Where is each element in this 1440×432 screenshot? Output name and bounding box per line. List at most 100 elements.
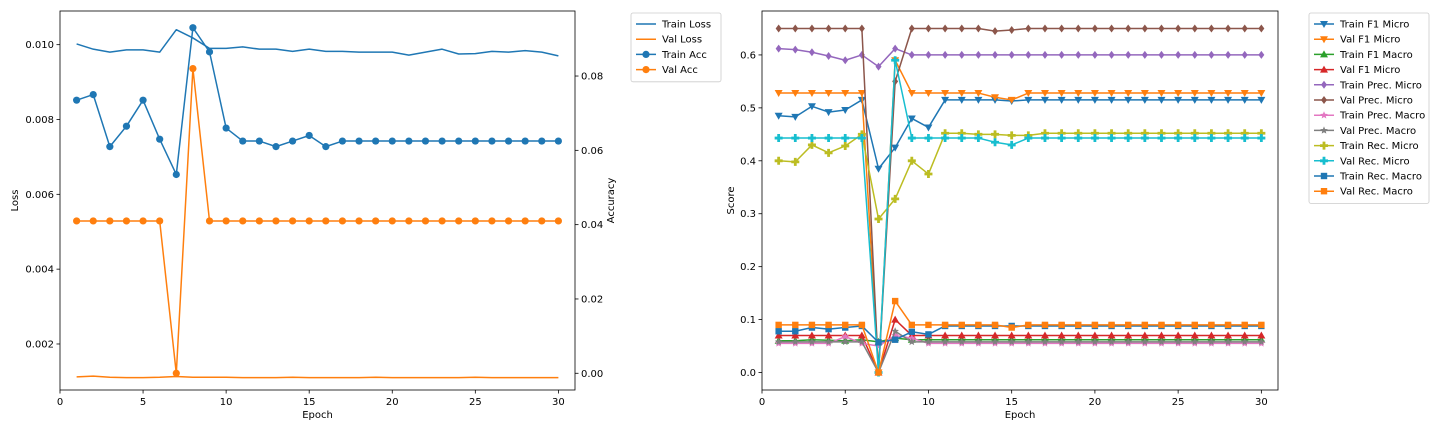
data-point: [1257, 337, 1266, 346]
data-point: [908, 328, 916, 335]
y2-tick-label: 0.06: [581, 146, 603, 157]
legend-label: Val Acc: [662, 65, 698, 76]
data-point: [824, 90, 833, 98]
data-point: [1240, 337, 1249, 346]
legend: Train F1 Micro Val F1 Micro Train F1 Macro…: [1308, 12, 1430, 204]
data-point: [1257, 331, 1266, 339]
data-point: [807, 140, 816, 149]
data-point: [255, 137, 263, 145]
data-point: [908, 334, 916, 342]
data-point: [554, 217, 562, 225]
data-point: [1241, 24, 1248, 33]
data-point: [807, 90, 816, 98]
data-point: [421, 217, 430, 225]
data-point: [974, 331, 983, 339]
data-point: [941, 337, 949, 346]
data-point: [791, 331, 800, 339]
data-point: [1224, 90, 1233, 98]
y-tick-label: 0.2: [740, 262, 756, 273]
data-point: [1208, 24, 1215, 33]
data-point: [907, 90, 916, 98]
x-tick-label: 15: [303, 397, 316, 408]
data-point: [521, 217, 529, 225]
y2-axis-label: Accuracy: [606, 178, 617, 224]
data-point: [538, 137, 546, 145]
data-point: [924, 337, 933, 346]
legend-entry: Val Rec. Macro: [1314, 187, 1413, 198]
data-point: [305, 217, 313, 225]
data-point: [1140, 129, 1149, 138]
data-point: [1257, 90, 1266, 98]
data-point: [1207, 129, 1216, 138]
data-point: [1040, 129, 1049, 138]
data-point: [122, 217, 131, 225]
data-point: [255, 217, 263, 225]
legend-label: Val Prec. Macro: [1340, 126, 1416, 137]
data-point: [388, 217, 396, 225]
data-point: [1190, 337, 1199, 346]
data-point: [974, 90, 983, 98]
data-point: [488, 137, 496, 145]
data-point: [974, 337, 983, 346]
data-point: [1208, 50, 1215, 59]
data-point: [1240, 331, 1249, 339]
data-point: [1074, 331, 1083, 339]
data-point: [925, 24, 932, 33]
data-point: [824, 109, 833, 117]
data-point: [941, 134, 950, 143]
legend-marker: [1320, 111, 1328, 119]
legend-marker: [1320, 188, 1328, 195]
data-point: [1057, 90, 1066, 98]
legend-marker: [1320, 21, 1328, 28]
data-point: [991, 138, 1000, 147]
data-point: [891, 297, 899, 305]
series-val-loss: [76, 375, 559, 379]
legend-entry: Val Rec. Micro: [1314, 156, 1410, 167]
data-point: [1174, 134, 1183, 143]
data-point: [1007, 331, 1016, 339]
data-point: [1140, 90, 1149, 98]
data-point: [824, 148, 833, 157]
data-point: [1125, 50, 1132, 59]
legend-label: Train Rec. Macro: [1339, 172, 1422, 183]
legend-marker: [1320, 50, 1328, 58]
data-point: [907, 115, 916, 123]
data-point: [504, 137, 513, 145]
legend-entry: Train Prec. Micro: [1314, 80, 1422, 91]
data-point: [808, 337, 816, 346]
data-point: [1057, 129, 1066, 138]
data-point: [1175, 24, 1182, 33]
data-point: [1174, 331, 1183, 339]
data-point: [438, 217, 446, 225]
y-tick-label: 0.1: [740, 315, 756, 326]
data-point: [455, 137, 463, 145]
data-point: [1040, 134, 1049, 143]
data-point: [1024, 134, 1033, 143]
data-point: [841, 90, 850, 98]
data-point: [1258, 321, 1265, 329]
data-point: [1074, 96, 1083, 104]
data-point: [1075, 24, 1082, 33]
data-point: [1041, 50, 1048, 59]
legend-marker: [1320, 156, 1328, 165]
data-point: [1108, 321, 1115, 329]
data-point: [1024, 90, 1033, 98]
legend-entry: Train Loss: [636, 20, 711, 31]
data-point: [991, 321, 999, 329]
data-point: [1107, 331, 1116, 339]
data-point: [1207, 337, 1216, 346]
data-point: [1091, 337, 1099, 346]
data-point: [1158, 50, 1165, 59]
data-point: [925, 321, 932, 329]
data-point: [1241, 321, 1248, 329]
data-point: [554, 137, 562, 145]
data-point: [1124, 331, 1133, 339]
data-point: [941, 129, 950, 138]
data-point: [957, 337, 966, 346]
data-point: [1191, 24, 1198, 33]
legend-frame: [1308, 12, 1430, 204]
data-point: [1174, 129, 1183, 138]
data-point: [774, 90, 783, 98]
data-point: [791, 134, 800, 143]
data-point: [1025, 50, 1032, 59]
